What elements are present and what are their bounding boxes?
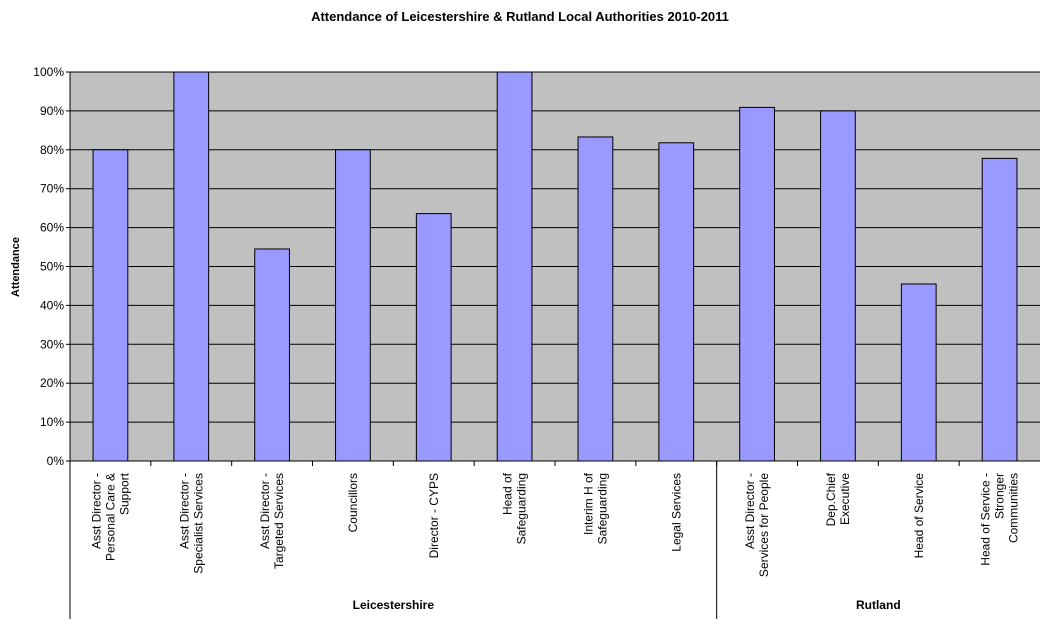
y-tick-label: 70%: [40, 182, 64, 196]
x-tick-label: Director - CYPS: [427, 473, 441, 558]
y-tick-label: 10%: [40, 415, 64, 429]
y-axis-label: Attendance: [10, 237, 22, 297]
x-tick-label: Head ofSafeguarding: [501, 472, 529, 544]
axes: [66, 71, 1040, 619]
y-tick-label: 90%: [40, 104, 64, 118]
x-tick-label: Asst Director -Specialist Services: [177, 473, 205, 574]
chart-title: Attendance of Leicestershire & Rutland L…: [311, 9, 729, 24]
bar: [981, 157, 1018, 462]
y-tick-label: 100%: [33, 65, 64, 79]
x-tick-label: Dep.ChiefExecutive: [824, 472, 852, 526]
gridlines: [70, 71, 1040, 462]
bar: [92, 149, 129, 462]
y-tick-label: 50%: [40, 260, 64, 274]
x-tick-label: Interim H ofSafeguarding: [581, 472, 609, 544]
group-label: Leicestershire: [353, 598, 435, 612]
x-tick-label: Head of Service: [912, 473, 926, 559]
group-labels: Leicestershire Rutland: [353, 598, 901, 612]
bar: [335, 149, 371, 462]
y-tick-labels: 0% 10% 20% 30% 40% 50% 60% 70% 80% 90% 100%: [33, 65, 64, 468]
bar: [415, 213, 452, 462]
x-tick-labels: Asst Director -Personal Care &Support Ass…: [89, 472, 1020, 577]
bar: [254, 248, 290, 462]
x-tick-label: Asst Director -Services for People: [743, 473, 771, 577]
y-tick-label: 60%: [40, 221, 64, 235]
y-tick-label: 30%: [40, 337, 64, 351]
bar: [577, 136, 614, 462]
bar: [496, 71, 533, 462]
x-tick-label: Head of Service -StrongerCommunities: [979, 473, 1021, 566]
bars: [92, 71, 1018, 462]
bar: [820, 110, 856, 462]
y-tick-label: 0%: [47, 454, 65, 468]
y-tick-label: 80%: [40, 143, 64, 157]
bar: [900, 283, 937, 462]
x-tick-label: Councillors: [346, 473, 360, 532]
x-tick-label: Asst Director -Targeted Services: [258, 473, 286, 569]
y-tick-label: 40%: [40, 298, 64, 312]
bar: [658, 142, 695, 462]
group-label: Rutland: [856, 598, 901, 612]
y-tick-label: 20%: [40, 376, 64, 390]
bar: [173, 71, 210, 462]
x-tick-label: Asst Director -Personal Care &Support: [89, 472, 131, 561]
x-tick-label: Legal Services: [669, 473, 683, 552]
bar: [739, 106, 775, 462]
